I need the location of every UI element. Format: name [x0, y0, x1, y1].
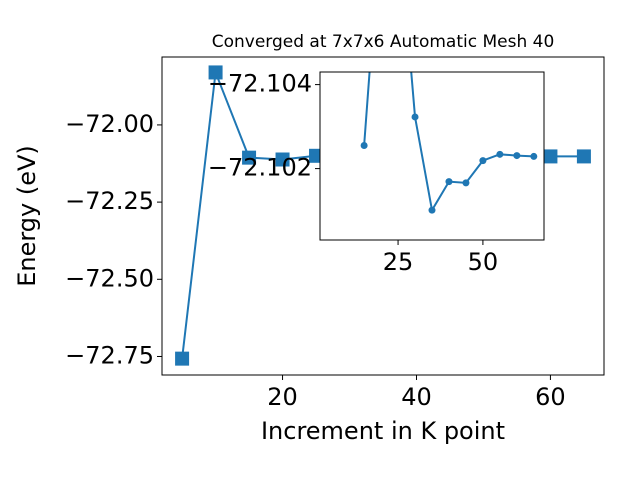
axes-frame [161, 56, 605, 376]
x-tick-label: 40 [401, 383, 432, 411]
x-tick-label: 60 [535, 383, 566, 411]
y-tick-label: −72.25 [65, 187, 154, 215]
y-tick-label: −72.50 [65, 264, 154, 292]
chart-title: Converged at 7x7x6 Automatic Mesh 40 [212, 32, 555, 52]
x-tick-label: 20 [267, 383, 298, 411]
marker [428, 206, 436, 214]
x-tick-label: 50 [468, 248, 499, 276]
plot-group [360, 72, 538, 214]
marker [543, 149, 558, 164]
x-tick-label: 25 [383, 248, 414, 276]
y-tick-label: −72.75 [65, 341, 154, 369]
marker [242, 150, 257, 165]
marker [275, 152, 290, 167]
marker [175, 351, 190, 366]
y-tick-label: −72.00 [65, 110, 154, 138]
y-tick-label: −72.104 [208, 70, 312, 98]
axes-frame [319, 71, 545, 241]
y-axis-label: Energy (eV) [13, 145, 41, 287]
marker [513, 152, 521, 160]
y-tick-label: −72.102 [208, 154, 312, 182]
x-axis-label: Increment in K point [261, 417, 505, 445]
marker [445, 178, 453, 186]
marker [462, 179, 470, 187]
marker [411, 113, 419, 121]
marker [479, 157, 487, 165]
marker [530, 152, 538, 160]
marker [208, 65, 223, 80]
marker [576, 149, 591, 164]
marker [360, 142, 368, 149]
marker [496, 150, 504, 158]
